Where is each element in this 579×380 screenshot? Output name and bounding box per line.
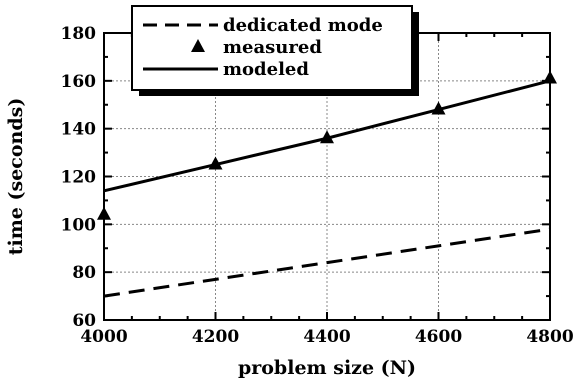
y-tick-label: 180 <box>61 24 97 44</box>
y-tick-label: 60 <box>72 311 96 331</box>
y-tick-label: 120 <box>61 168 97 188</box>
y-axis-label: time (seconds) <box>5 98 27 256</box>
x-tick-label: 4000 <box>80 327 127 347</box>
legend: dedicated mode measured modeled <box>131 5 419 96</box>
x-tick-label: 4200 <box>192 327 239 347</box>
x-axis-label: problem size (N) <box>238 357 416 379</box>
legend-label-measured: measured <box>223 37 322 58</box>
dedicated-mode-line <box>103 227 551 298</box>
axis-ticks <box>103 32 551 321</box>
legend-label-dedicated-mode: dedicated mode <box>223 15 383 36</box>
series-layer <box>97 70 557 298</box>
legend-box <box>131 5 413 91</box>
legend-swatch-measured <box>191 39 205 52</box>
y-tick-label: 100 <box>61 215 97 235</box>
y-tick-label: 80 <box>72 263 96 283</box>
x-tick-label: 4400 <box>303 327 350 347</box>
modeled-line <box>103 79 551 193</box>
x-tick-label: 4600 <box>415 327 462 347</box>
y-tick-label: 140 <box>61 120 97 140</box>
legend-label-modeled: modeled <box>223 59 309 80</box>
tick-labels: 4000 4200 4400 4600 4800 60 80 100 120 140 160 180 <box>61 24 574 347</box>
y-tick-label: 160 <box>61 72 97 92</box>
x-tick-label: 4800 <box>526 327 573 347</box>
